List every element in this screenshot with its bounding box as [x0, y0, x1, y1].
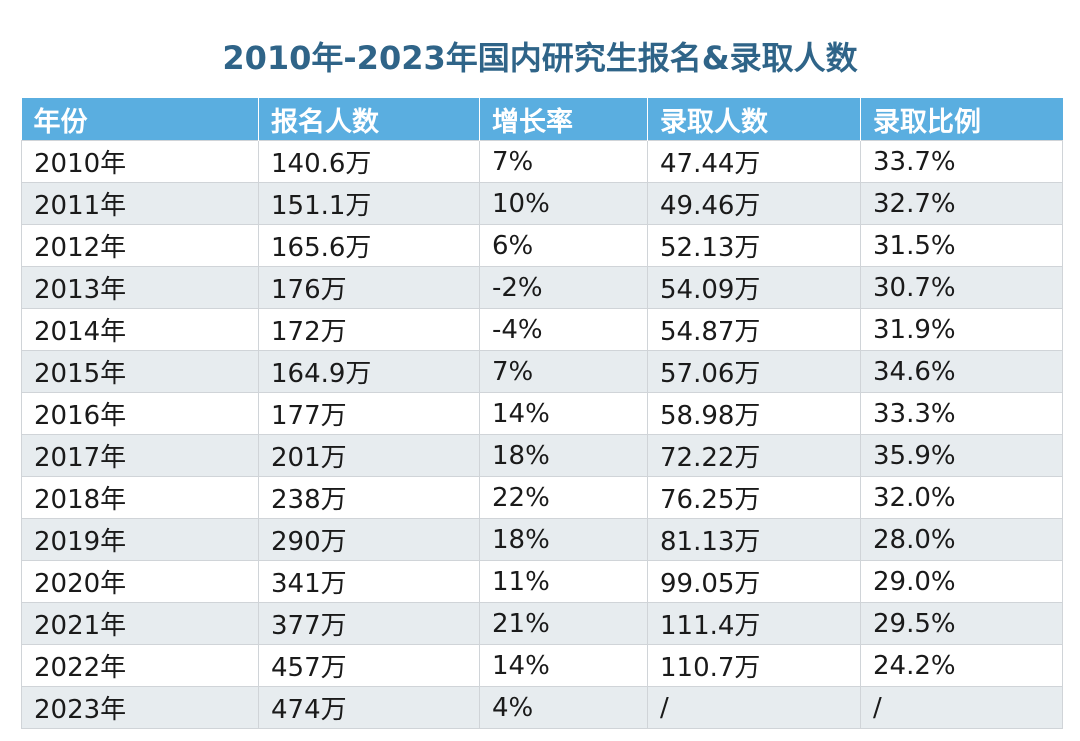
table-row: 2018年 238万 22% 76.25万 32.0% [21, 476, 1063, 519]
cell-admitted: 81.13万 [647, 518, 861, 561]
cell-year: 2023年 [21, 686, 259, 729]
cell-applicants: 377万 [258, 602, 480, 645]
cell-growth-rate: -4% [479, 308, 648, 351]
cell-growth-rate: 22% [479, 476, 648, 519]
cell-admission-ratio: 33.7% [860, 140, 1063, 183]
cell-applicants: 165.6万 [258, 224, 480, 267]
cell-year: 2014年 [21, 308, 259, 351]
cell-admission-ratio: 32.0% [860, 476, 1063, 519]
column-header-admitted: 录取人数 [647, 98, 861, 141]
cell-applicants: 457万 [258, 644, 480, 687]
cell-year: 2019年 [21, 518, 259, 561]
cell-admission-ratio: 31.9% [860, 308, 1063, 351]
column-header-year: 年份 [21, 98, 259, 141]
cell-growth-rate: 6% [479, 224, 648, 267]
cell-growth-rate: 7% [479, 350, 648, 393]
cell-applicants: 140.6万 [258, 140, 480, 183]
cell-year: 2017年 [21, 434, 259, 477]
cell-admitted: 111.4万 [647, 602, 861, 645]
cell-admitted: 52.13万 [647, 224, 861, 267]
table-row: 2012年 165.6万 6% 52.13万 31.5% [21, 224, 1063, 267]
cell-year: 2011年 [21, 182, 259, 225]
cell-applicants: 176万 [258, 266, 480, 309]
cell-year: 2010年 [21, 140, 259, 183]
table-row: 2022年 457万 14% 110.7万 24.2% [21, 644, 1063, 687]
cell-admission-ratio: / [860, 686, 1063, 729]
table-header-row: 年份 报名人数 增长率 录取人数 录取比例 [21, 98, 1063, 141]
cell-admission-ratio: 35.9% [860, 434, 1063, 477]
cell-year: 2022年 [21, 644, 259, 687]
table-row: 2014年 172万 -4% 54.87万 31.9% [21, 308, 1063, 351]
cell-year: 2013年 [21, 266, 259, 309]
cell-year: 2018年 [21, 476, 259, 519]
table-row: 2015年 164.9万 7% 57.06万 34.6% [21, 350, 1063, 393]
column-header-admission-ratio: 录取比例 [860, 98, 1063, 141]
table-row: 2017年 201万 18% 72.22万 35.9% [21, 434, 1063, 477]
cell-admitted: 72.22万 [647, 434, 861, 477]
cell-admitted: 47.44万 [647, 140, 861, 183]
cell-growth-rate: 11% [479, 560, 648, 603]
cell-admitted: 58.98万 [647, 392, 861, 435]
table-row: 2010年 140.6万 7% 47.44万 33.7% [21, 140, 1063, 183]
table-row: 2016年 177万 14% 58.98万 33.3% [21, 392, 1063, 435]
cell-admission-ratio: 31.5% [860, 224, 1063, 267]
cell-applicants: 172万 [258, 308, 480, 351]
table-row: 2019年 290万 18% 81.13万 28.0% [21, 518, 1063, 561]
cell-admission-ratio: 30.7% [860, 266, 1063, 309]
table-row: 2011年 151.1万 10% 49.46万 32.7% [21, 182, 1063, 225]
cell-applicants: 290万 [258, 518, 480, 561]
cell-admitted: 49.46万 [647, 182, 861, 225]
cell-year: 2015年 [21, 350, 259, 393]
cell-applicants: 151.1万 [258, 182, 480, 225]
cell-growth-rate: 21% [479, 602, 648, 645]
cell-admission-ratio: 29.5% [860, 602, 1063, 645]
cell-growth-rate: 4% [479, 686, 648, 729]
cell-applicants: 474万 [258, 686, 480, 729]
chart-title: 2010年-2023年国内研究生报名&录取人数 [222, 39, 858, 77]
table-row: 2021年 377万 21% 111.4万 29.5% [21, 602, 1063, 645]
cell-admitted: 54.87万 [647, 308, 861, 351]
cell-admitted: 57.06万 [647, 350, 861, 393]
cell-admission-ratio: 33.3% [860, 392, 1063, 435]
table-body: 2010年 140.6万 7% 47.44万 33.7% 2011年 151.1万 10% 49… [21, 140, 1063, 729]
cell-admitted: 54.09万 [647, 266, 861, 309]
cell-admitted: / [647, 686, 861, 729]
cell-growth-rate: -2% [479, 266, 648, 309]
cell-admission-ratio: 28.0% [860, 518, 1063, 561]
column-header-applicants: 报名人数 [258, 98, 480, 141]
cell-admission-ratio: 34.6% [860, 350, 1063, 393]
cell-admission-ratio: 24.2% [860, 644, 1063, 687]
cell-applicants: 164.9万 [258, 350, 480, 393]
cell-admitted: 99.05万 [647, 560, 861, 603]
cell-year: 2020年 [21, 560, 259, 603]
cell-year: 2012年 [21, 224, 259, 267]
cell-applicants: 177万 [258, 392, 480, 435]
cell-applicants: 201万 [258, 434, 480, 477]
cell-growth-rate: 14% [479, 392, 648, 435]
cell-applicants: 341万 [258, 560, 480, 603]
table-row: 2013年 176万 -2% 54.09万 30.7% [21, 266, 1063, 309]
cell-growth-rate: 14% [479, 644, 648, 687]
cell-admitted: 110.7万 [647, 644, 861, 687]
cell-admitted: 76.25万 [647, 476, 861, 519]
cell-growth-rate: 18% [479, 518, 648, 561]
column-header-growth-rate: 增长率 [479, 98, 648, 141]
table-row: 2020年 341万 11% 99.05万 29.0% [21, 560, 1063, 603]
cell-year: 2016年 [21, 392, 259, 435]
cell-growth-rate: 18% [479, 434, 648, 477]
table-row: 2023年 474万 4% / / [21, 686, 1063, 729]
cell-year: 2021年 [21, 602, 259, 645]
cell-growth-rate: 10% [479, 182, 648, 225]
data-table: 年份 报名人数 增长率 录取人数 录取比例 2010年 140.6万 7% 47.44… [21, 98, 1063, 729]
cell-admission-ratio: 29.0% [860, 560, 1063, 603]
cell-applicants: 238万 [258, 476, 480, 519]
cell-growth-rate: 7% [479, 140, 648, 183]
cell-admission-ratio: 32.7% [860, 182, 1063, 225]
